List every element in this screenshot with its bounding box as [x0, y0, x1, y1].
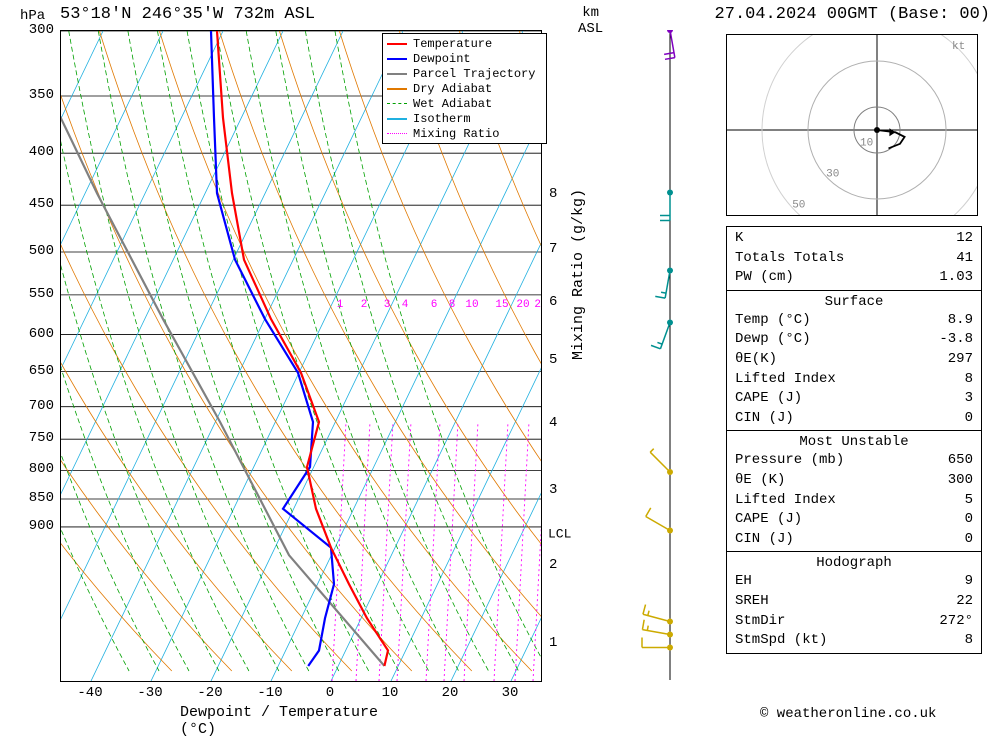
skewt-diagram-container: 53°18'N 246°35'W 732m ASL 27.04.2024 00G…: [0, 0, 1000, 733]
x-axis: Dewpoint / Temperature (°C) -40-30-20-10…: [60, 682, 540, 732]
y-axis-left: 300350400450500550600650700750800850900: [0, 30, 58, 680]
indices-row: θE (K)300: [735, 471, 973, 491]
mixing-ratio-axis-label: Mixing Ratio (g/kg): [570, 189, 587, 360]
x-tick: 0: [326, 685, 334, 701]
legend-item: Wet Adiabat: [387, 96, 542, 111]
km-label: kmASL: [578, 5, 603, 37]
x-tick: 10: [382, 685, 399, 701]
x-tick: -30: [137, 685, 162, 701]
legend-item: Temperature: [387, 36, 542, 51]
indices-row: EH9: [735, 572, 973, 592]
x-tick: 20: [442, 685, 459, 701]
indices-row: PW (cm)1.03: [735, 268, 973, 288]
legend-item: Parcel Trajectory: [387, 66, 542, 81]
indices-section: Most UnstablePressure (mb)650θE (K)300Li…: [727, 431, 981, 552]
y-tick-right: 4: [549, 415, 557, 431]
svg-text:20: 20: [516, 299, 529, 311]
indices-row: K12: [735, 229, 973, 249]
y-tick-left: 650: [29, 363, 54, 379]
indices-header: Surface: [735, 293, 973, 311]
y-tick-left: 400: [29, 144, 54, 160]
legend-item: Isotherm: [387, 111, 542, 126]
y-tick-left: 450: [29, 196, 54, 212]
indices-row: SREH22: [735, 592, 973, 612]
lcl-label: LCL: [548, 526, 571, 541]
y-tick-left: 350: [29, 87, 54, 103]
svg-text:10: 10: [860, 138, 873, 150]
y-tick-left: 600: [29, 326, 54, 342]
svg-text:2: 2: [361, 299, 368, 311]
svg-text:4: 4: [402, 299, 409, 311]
indices-row: Totals Totals41: [735, 249, 973, 269]
hodograph-svg: 10 30 50 kt: [727, 35, 977, 215]
y-tick-right: 6: [549, 294, 557, 310]
y-tick-right: 5: [549, 352, 557, 368]
indices-section: HodographEH9SREH22StmDir272°StmSpd (kt)8: [727, 552, 981, 652]
indices-row: Dewp (°C)-3.8: [735, 330, 973, 350]
x-tick: -40: [77, 685, 102, 701]
x-tick: -10: [257, 685, 282, 701]
svg-text:25: 25: [534, 299, 541, 311]
svg-text:kt: kt: [952, 41, 965, 53]
copyright: © weatheronline.co.uk: [760, 706, 936, 722]
svg-text:15: 15: [495, 299, 508, 311]
indices-row: Pressure (mb)650: [735, 451, 973, 471]
y-tick-left: 850: [29, 490, 54, 506]
indices-row: StmSpd (kt)8: [735, 631, 973, 651]
indices-row: CAPE (J)3: [735, 389, 973, 409]
indices-row: Lifted Index8: [735, 370, 973, 390]
y-tick-left: 800: [29, 461, 54, 477]
y-tick-left: 500: [29, 243, 54, 259]
indices-panel: K12Totals Totals41PW (cm)1.03SurfaceTemp…: [726, 226, 982, 654]
date-title: 27.04.2024 00GMT (Base: 00): [715, 5, 990, 24]
svg-text:50: 50: [792, 200, 805, 212]
indices-header: Hodograph: [735, 554, 973, 572]
legend: TemperatureDewpointParcel TrajectoryDry …: [382, 33, 547, 144]
y-tick-right: 3: [549, 482, 557, 498]
indices-row: Lifted Index5: [735, 491, 973, 511]
indices-header: Most Unstable: [735, 433, 973, 451]
svg-text:1: 1: [337, 299, 344, 311]
indices-row: CAPE (J)0: [735, 510, 973, 530]
y-tick-left: 550: [29, 286, 54, 302]
y-tick-left: 700: [29, 398, 54, 414]
y-tick-right: 2: [549, 557, 557, 573]
indices-section: K12Totals Totals41PW (cm)1.03: [727, 227, 981, 291]
hodograph: 10 30 50 kt: [726, 34, 978, 216]
indices-row: θE(K)297: [735, 350, 973, 370]
y-tick-left: 750: [29, 430, 54, 446]
indices-row: Temp (°C)8.9: [735, 311, 973, 331]
location-title: 53°18'N 246°35'W 732m ASL: [60, 5, 315, 24]
legend-item: Dewpoint: [387, 51, 542, 66]
x-tick: -20: [197, 685, 222, 701]
y-tick-left: 300: [29, 22, 54, 38]
x-tick: 30: [502, 685, 519, 701]
indices-row: CIN (J)0: [735, 530, 973, 550]
legend-item: Dry Adiabat: [387, 81, 542, 96]
svg-text:6: 6: [431, 299, 438, 311]
y-tick-right: 7: [549, 241, 557, 257]
wind-barb-column: [635, 30, 705, 680]
y-tick-left: 900: [29, 518, 54, 534]
y-tick-right: 1: [549, 635, 557, 651]
indices-row: CIN (J)0: [735, 409, 973, 429]
svg-text:3: 3: [384, 299, 391, 311]
legend-item: Mixing Ratio: [387, 126, 542, 141]
svg-text:10: 10: [465, 299, 478, 311]
y-tick-right: 8: [549, 186, 557, 202]
indices-section: SurfaceTemp (°C)8.9Dewp (°C)-3.8θE(K)297…: [727, 291, 981, 432]
wind-svg: [635, 30, 705, 680]
svg-text:8: 8: [449, 299, 456, 311]
svg-text:30: 30: [826, 169, 839, 181]
indices-row: StmDir272°: [735, 612, 973, 632]
